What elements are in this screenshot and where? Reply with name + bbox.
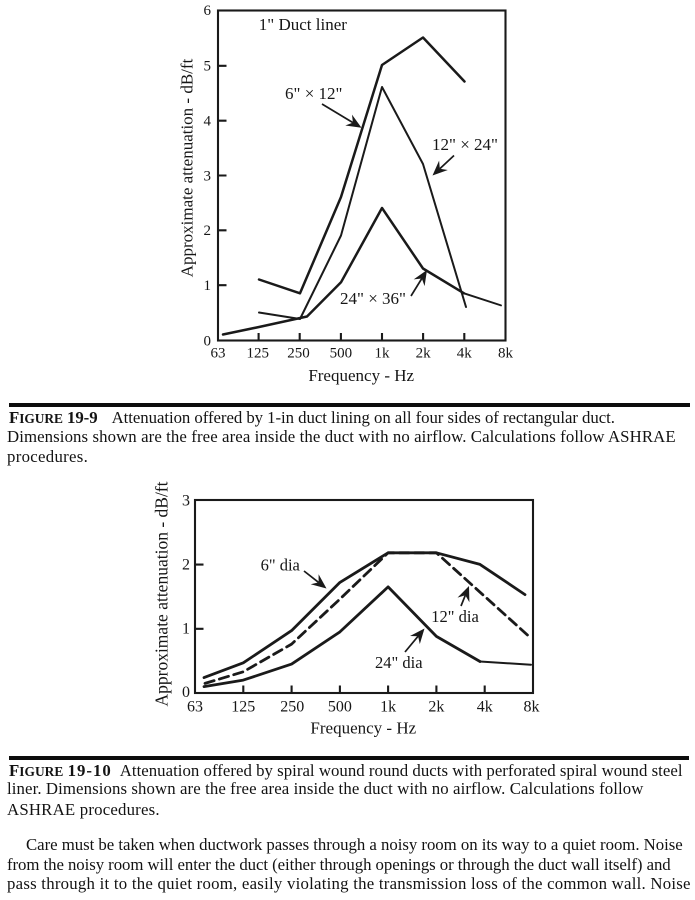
svg-text:8k: 8k bbox=[524, 699, 540, 716]
svg-text:2: 2 bbox=[182, 556, 190, 573]
svg-text:125: 125 bbox=[231, 699, 255, 716]
svg-text:125: 125 bbox=[246, 346, 269, 362]
svg-text:250: 250 bbox=[280, 699, 304, 716]
svg-text:500: 500 bbox=[330, 346, 353, 362]
svg-text:2: 2 bbox=[204, 223, 212, 239]
svg-text:Approximate attenuation - dB/f: Approximate attenuation - dB/ft bbox=[152, 481, 172, 706]
svg-text:6: 6 bbox=[204, 3, 212, 19]
svg-text:6" dia: 6" dia bbox=[261, 556, 301, 575]
svg-text:12" × 24": 12" × 24" bbox=[432, 135, 498, 154]
svg-text:2k: 2k bbox=[428, 699, 444, 716]
svg-text:1: 1 bbox=[182, 621, 190, 638]
svg-text:12" dia: 12" dia bbox=[431, 607, 479, 626]
svg-text:8k: 8k bbox=[498, 346, 514, 362]
svg-text:1k: 1k bbox=[375, 346, 391, 362]
svg-text:0: 0 bbox=[204, 333, 212, 349]
svg-text:1k: 1k bbox=[380, 699, 396, 716]
svg-text:5: 5 bbox=[204, 58, 212, 74]
svg-text:3: 3 bbox=[204, 168, 212, 184]
svg-text:Approximate attenuation - dB/f: Approximate attenuation - dB/ft bbox=[178, 58, 197, 277]
svg-text:500: 500 bbox=[328, 699, 352, 716]
svg-text:0: 0 bbox=[182, 684, 190, 701]
svg-text:1" Duct liner: 1" Duct liner bbox=[259, 15, 347, 34]
svg-text:6" × 12": 6" × 12" bbox=[285, 84, 342, 103]
svg-text:2k: 2k bbox=[416, 346, 432, 362]
svg-text:24" × 36": 24" × 36" bbox=[340, 289, 406, 308]
svg-text:250: 250 bbox=[287, 346, 310, 362]
svg-text:Frequency - Hz: Frequency - Hz bbox=[308, 366, 414, 385]
svg-text:4k: 4k bbox=[477, 699, 493, 716]
svg-text:63: 63 bbox=[187, 699, 203, 716]
svg-text:4k: 4k bbox=[457, 346, 473, 362]
svg-text:Frequency - Hz: Frequency - Hz bbox=[310, 719, 416, 738]
svg-text:4: 4 bbox=[204, 114, 212, 130]
svg-text:3: 3 bbox=[182, 492, 190, 509]
svg-text:1: 1 bbox=[204, 278, 212, 294]
svg-text:63: 63 bbox=[211, 346, 226, 362]
svg-text:24" dia: 24" dia bbox=[375, 653, 423, 672]
